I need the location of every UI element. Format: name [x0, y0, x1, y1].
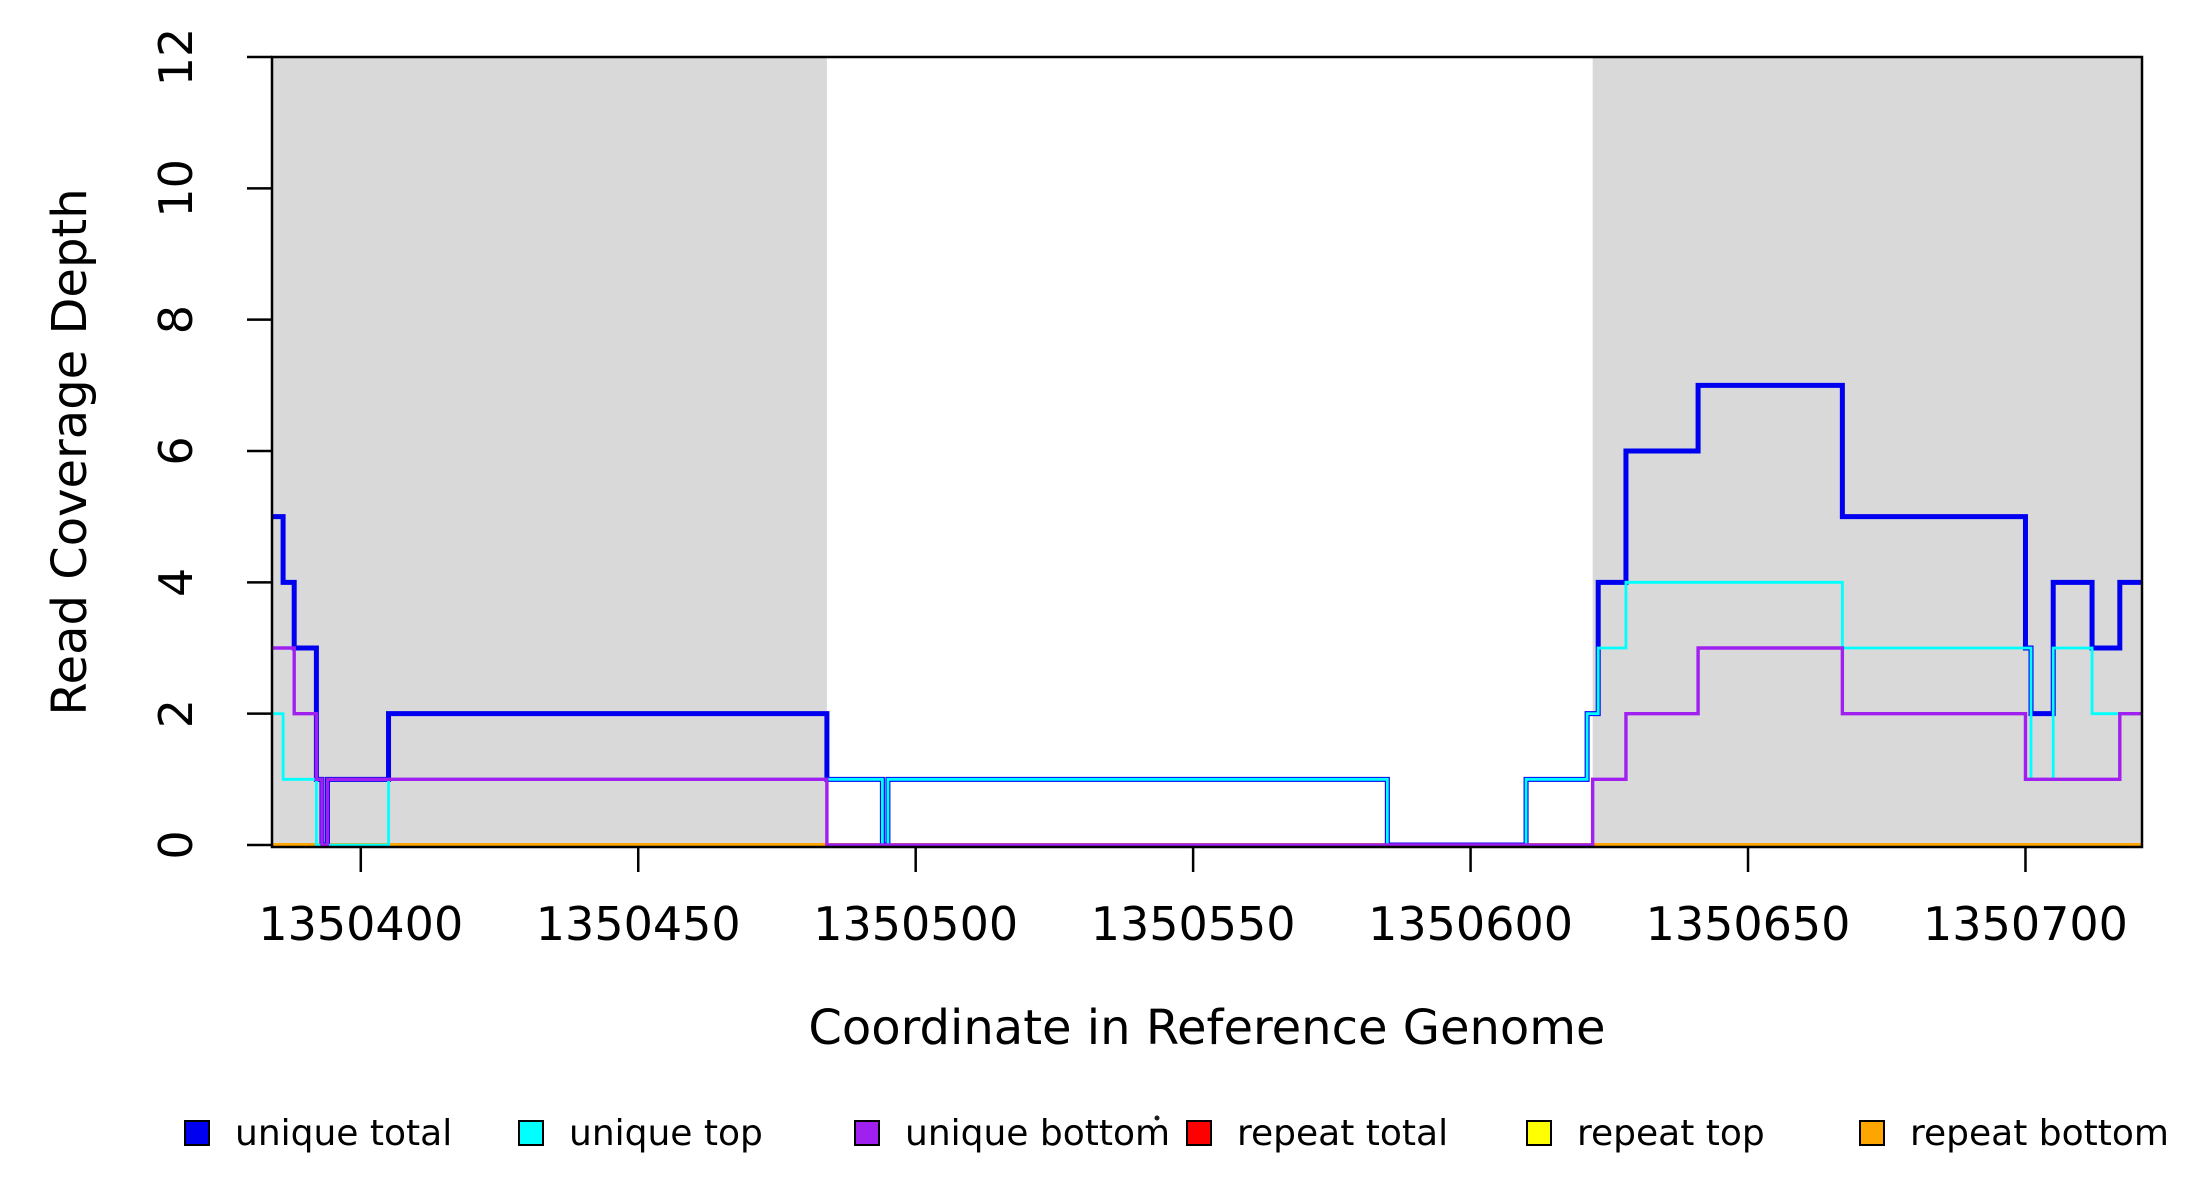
- y-tick-label: 2: [149, 699, 203, 728]
- legend-label: unique top: [569, 1113, 763, 1154]
- legend-label: unique bottom: [905, 1113, 1170, 1154]
- x-tick-label: 1350550: [1091, 897, 1296, 951]
- legend-swatch: [518, 1120, 544, 1146]
- y-tick-label: 12: [149, 28, 203, 87]
- legend-swatch: [184, 1120, 210, 1146]
- legend-item-unique-top: unique top: [518, 1113, 763, 1154]
- stray-dot: [1154, 1115, 1160, 1121]
- x-tick-label: 1350500: [813, 897, 1018, 951]
- x-tick-label: 1350400: [258, 897, 463, 951]
- repeat-region-1: [272, 57, 827, 847]
- legend-item-repeat-bottom: repeat bottom: [1859, 1113, 2169, 1154]
- y-tick-label: 10: [149, 159, 203, 218]
- x-axis-title: Coordinate in Reference Genome: [808, 1000, 1605, 1056]
- legend-item-unique-total: unique total: [184, 1113, 452, 1154]
- shaded-repeat-regions: [272, 57, 2142, 847]
- legend-label: unique total: [235, 1113, 452, 1154]
- y-tick-label: 0: [149, 830, 203, 859]
- y-axis-title: Read Coverage Depth: [42, 188, 98, 715]
- legend-item-unique-bottom: unique bottom: [854, 1113, 1170, 1154]
- y-tick-label: 6: [149, 436, 203, 465]
- legend-item-repeat-top: repeat top: [1526, 1113, 1765, 1154]
- legend-label: repeat total: [1237, 1113, 1448, 1154]
- x-tick-label: 1350650: [1646, 897, 1851, 951]
- x-axis: 1350400 1350450 1350500 1350550 1350600 13506…: [258, 847, 2128, 951]
- legend-swatch: [1526, 1120, 1552, 1146]
- legend-swatch: [1859, 1120, 1885, 1146]
- legend: unique total unique top unique bottom repea…: [184, 1113, 2169, 1154]
- legend-swatch: [854, 1120, 880, 1146]
- series-lines: [272, 382, 2142, 848]
- y-tick-label: 4: [149, 568, 203, 597]
- x-tick-label: 1350450: [536, 897, 741, 951]
- x-tick-label: 1350600: [1368, 897, 1573, 951]
- legend-label: repeat top: [1577, 1113, 1765, 1154]
- y-tick-label: 8: [149, 305, 203, 334]
- legend-item-repeat-total: repeat total: [1186, 1113, 1448, 1154]
- legend-label: repeat bottom: [1910, 1113, 2169, 1154]
- legend-swatch: [1186, 1120, 1212, 1146]
- x-tick-label: 1350700: [1923, 897, 2128, 951]
- series-line-unique-bottom: [272, 646, 2142, 847]
- y-axis: 0 2 4 6 8 10 12: [149, 28, 272, 860]
